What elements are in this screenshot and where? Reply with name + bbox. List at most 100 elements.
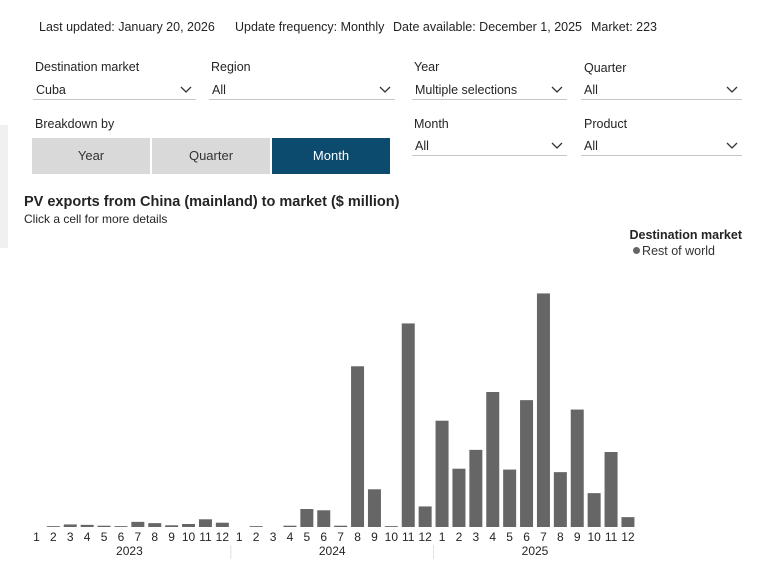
breakdown-month-button[interactable]: Month [272,138,390,174]
bar-2024-8[interactable] [351,366,365,527]
x-tick-month: 1 [33,530,40,544]
bar-2024-6[interactable] [317,510,331,527]
x-tick-month: 7 [337,530,344,544]
legend-item-label: Rest of world [642,244,715,258]
x-tick-month: 4 [84,530,91,544]
x-tick-month: 6 [320,530,327,544]
x-tick-month: 10 [182,530,196,544]
date-available-text: Date available: December 1, 2025 [393,20,583,34]
x-tick-month: 1 [439,530,446,544]
x-tick-month: 3 [473,530,480,544]
bar-2024-9[interactable] [367,489,381,527]
breakdown-quarter-button[interactable]: Quarter [152,138,270,174]
product-value: All [584,139,598,153]
chevron-down-icon [551,142,563,149]
bar-2023-4[interactable] [80,524,94,527]
bar-2024-4[interactable] [283,525,297,527]
x-tick-month: 5 [304,530,311,544]
x-tick-month: 5 [506,530,513,544]
bar-2024-12[interactable] [418,506,432,527]
bar-2025-7[interactable] [536,293,550,527]
destination-market-dropdown[interactable]: Cuba [33,81,196,100]
x-tick-month: 11 [402,530,415,544]
bar-2024-11[interactable] [401,323,415,527]
x-tick-month: 1 [236,530,243,544]
chevron-down-icon [180,86,192,93]
product-dropdown[interactable]: All [581,137,742,156]
market-text: Market: 223 [591,20,658,34]
x-tick-month: 7 [135,530,142,544]
bar-2023-2[interactable] [46,526,60,527]
bar-2024-7[interactable] [334,525,348,527]
update-frequency-text: Update frequency: Monthly [235,20,385,34]
bar-2024-5[interactable] [300,509,314,527]
year-dropdown[interactable]: Multiple selections [412,81,567,100]
product-label: Product [584,117,628,131]
bar-2025-6[interactable] [520,400,534,527]
bar-2023-11[interactable] [198,519,212,527]
x-tick-month: 4 [489,530,496,544]
bar-2023-6[interactable] [114,526,128,527]
x-tick-month: 10 [385,530,399,544]
bar-2025-8[interactable] [553,472,567,527]
quarter-dropdown[interactable]: All [581,81,742,100]
quarter-value: All [584,83,598,97]
x-tick-month: 7 [540,530,547,544]
x-tick-month: 3 [67,530,74,544]
bar-2025-3[interactable] [469,449,483,527]
quarter-label: Quarter [584,61,627,75]
x-tick-month: 9 [371,530,378,544]
last-updated-text: Last updated: January 20, 2026 [39,20,215,34]
x-tick-month: 6 [523,530,530,544]
x-tick-month: 4 [287,530,294,544]
bar-2023-10[interactable] [182,524,196,527]
chevron-down-icon [726,86,738,93]
month-value: All [415,139,429,153]
bar-2025-4[interactable] [486,392,500,527]
bar-2025-5[interactable] [503,469,517,527]
bar-2025-2[interactable] [452,468,466,527]
x-tick-month: 12 [216,530,230,544]
bar-2023-7[interactable] [131,521,145,527]
breakdown-year-button[interactable]: Year [32,138,150,174]
bar-2023-12[interactable] [215,522,229,527]
x-tick-month: 10 [587,530,601,544]
year-value: Multiple selections [415,83,518,97]
legend-item-rest-of-world[interactable]: Rest of world [633,244,715,258]
x-tick-month: 2 [50,530,57,544]
legend-dot-icon [633,247,641,254]
x-tick-year: 2023 [116,544,143,558]
bar-2024-2[interactable] [249,526,263,527]
destination-market-label: Destination market [35,60,140,74]
month-dropdown[interactable]: All [412,137,567,156]
legend-title: Destination market [629,228,742,242]
x-tick-year: 2024 [319,544,346,558]
bar-2023-8[interactable] [148,523,162,527]
bar-2025-9[interactable] [570,409,584,527]
x-tick-month: 6 [118,530,125,544]
side-panel-edge [0,125,8,248]
bar-2023-3[interactable] [63,524,77,527]
x-tick-month: 9 [574,530,581,544]
x-tick-month: 8 [354,530,361,544]
x-tick-month: 5 [101,530,108,544]
bar-2025-1[interactable] [435,420,449,527]
x-tick-month: 8 [151,530,158,544]
bar-2025-12[interactable] [621,517,635,527]
bar-2025-11[interactable] [604,452,618,527]
chevron-down-icon [379,86,391,93]
x-tick-month: 2 [253,530,260,544]
chart-title: PV exports from China (mainland) to mark… [24,194,400,210]
region-dropdown[interactable]: All [209,81,395,100]
region-value: All [212,83,226,97]
x-tick-month: 11 [605,530,618,544]
x-tick-month: 8 [557,530,564,544]
chart-subtitle: Click a cell for more details [24,212,168,226]
bar-2023-9[interactable] [165,525,179,527]
bar-2025-10[interactable] [587,493,601,527]
region-label: Region [211,60,251,74]
destination-market-value: Cuba [36,83,66,97]
x-tick-month: 9 [168,530,175,544]
bar-2023-5[interactable] [97,525,111,527]
bar-2024-10[interactable] [384,526,398,527]
